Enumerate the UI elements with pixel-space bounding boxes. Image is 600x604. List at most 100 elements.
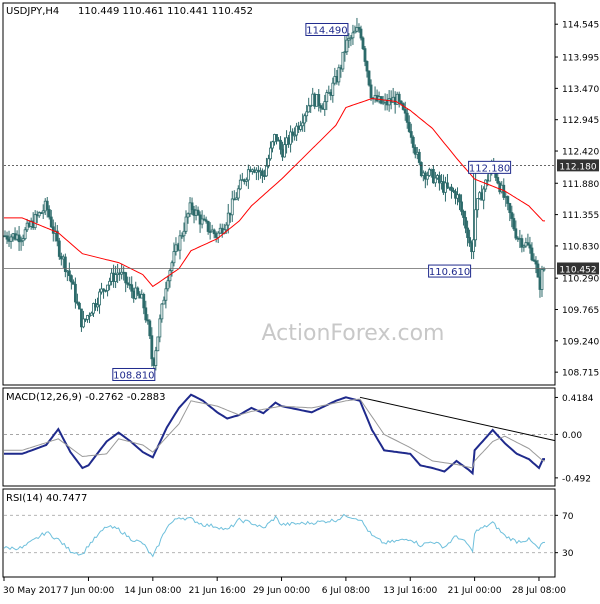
candle-body	[359, 28, 363, 39]
price-annotation-box	[468, 160, 512, 174]
price-layer: 114.490 108.810 112.180 110.610	[3, 17, 555, 381]
axis-layer: 112.180 110.452 114.545 113.995 113.470 112.9…	[3, 21, 599, 596]
macd-signal-line	[4, 398, 545, 469]
candle-body	[126, 282, 130, 285]
x-tick-label: 21 Jun 16:00	[189, 586, 246, 596]
candle-body	[92, 303, 95, 314]
candle-body	[369, 84, 373, 99]
price-annotation-label: 114.490	[306, 25, 347, 36]
candle-body	[88, 314, 91, 317]
price-y-tick-label: 112.945	[562, 116, 599, 126]
candle-body	[403, 109, 407, 114]
candle-body	[224, 224, 228, 231]
candle-body	[158, 318, 162, 338]
candle-body	[283, 144, 286, 158]
price-annotation-label: 112.180	[469, 163, 510, 174]
candle-body	[200, 218, 204, 225]
price-tag-label: 112.180	[559, 162, 596, 172]
macd-line	[4, 393, 545, 476]
candle-body	[212, 229, 216, 235]
candle-body	[69, 275, 73, 283]
candle-body	[271, 141, 274, 149]
candle-body	[78, 302, 81, 310]
candle-body	[234, 197, 238, 200]
candle-body	[323, 101, 327, 110]
candle-body	[73, 283, 77, 303]
candle-body	[293, 134, 297, 137]
candle-body	[150, 335, 154, 360]
macd-trendline	[359, 396, 556, 442]
candle-body	[413, 147, 417, 155]
candle-body	[397, 93, 401, 102]
candle-body	[419, 162, 423, 176]
candle-body	[438, 175, 441, 184]
candle-body	[124, 272, 128, 284]
candle-body	[86, 315, 89, 320]
rsi-line	[3, 513, 546, 558]
candle-body	[236, 188, 240, 199]
candle-body	[275, 134, 278, 141]
candle-body	[98, 291, 101, 306]
x-tick-label: 6 Jul 08:00	[322, 586, 371, 596]
price-y-tick-label: 110.830	[562, 242, 599, 252]
candle-body	[466, 227, 469, 238]
candle-body	[265, 165, 268, 177]
price-y-tick-label: 109.765	[562, 306, 599, 316]
candle-body	[244, 179, 248, 182]
candle-body	[474, 209, 478, 241]
rsi-y-tick-label: 70	[562, 512, 574, 522]
price-annotation-label: 110.610	[429, 267, 470, 278]
candle-body	[156, 336, 160, 352]
candle-body	[349, 37, 353, 40]
candle-body	[450, 186, 453, 191]
candle-body	[431, 168, 435, 184]
x-tick-label: 14 Jun 08:00	[124, 586, 181, 596]
x-tick-label: 13 Jul 16:00	[383, 586, 437, 596]
candle-body	[190, 202, 194, 210]
candle-body	[510, 212, 514, 219]
candle-body	[303, 115, 307, 124]
price-annotation-box	[305, 22, 349, 36]
candle-body	[508, 203, 512, 214]
price-y-tick-label: 111.355	[562, 211, 599, 221]
candle-body	[425, 175, 429, 180]
candle-body	[184, 216, 188, 232]
candle-body	[206, 220, 210, 232]
candle-body	[452, 190, 455, 192]
candle-body	[269, 147, 272, 160]
candle-body	[405, 112, 409, 123]
macd-y-tick-label: -0.492	[562, 474, 591, 484]
chart-ohlc: 110.449 110.461 110.441 110.452	[78, 6, 253, 17]
candle-body	[309, 104, 313, 107]
candle-body	[33, 214, 37, 229]
candle-body	[226, 212, 230, 226]
candle-body	[178, 235, 182, 251]
candle-body	[21, 238, 25, 242]
candle-body	[331, 82, 335, 96]
candle-body	[468, 237, 471, 244]
candle-body	[246, 169, 250, 181]
price-annotation-box	[428, 264, 472, 278]
x-tick-label: 29 Jun 00:00	[253, 586, 310, 596]
candle-body	[482, 188, 486, 201]
price-y-tick-label: 113.995	[562, 54, 599, 64]
candle-body	[19, 240, 23, 243]
price-y-tick-label: 108.715	[562, 369, 599, 379]
candle-body	[80, 308, 83, 328]
candle-body	[170, 262, 174, 272]
x-tick-label: 28 Jul 08:00	[512, 586, 566, 596]
candle-body	[351, 32, 355, 39]
macd-panel-frame	[2, 387, 556, 487]
candle-body	[399, 100, 403, 105]
macd-y-tick-label: 0.4184	[562, 394, 594, 404]
candle-body	[433, 177, 437, 184]
candle-body	[130, 284, 134, 292]
candle-body	[166, 280, 170, 290]
candle-body	[114, 274, 118, 282]
candle-body	[460, 201, 463, 212]
candle-body	[514, 228, 518, 239]
candle-body	[462, 210, 465, 218]
candle-body	[357, 27, 361, 30]
candle-body	[17, 234, 21, 243]
